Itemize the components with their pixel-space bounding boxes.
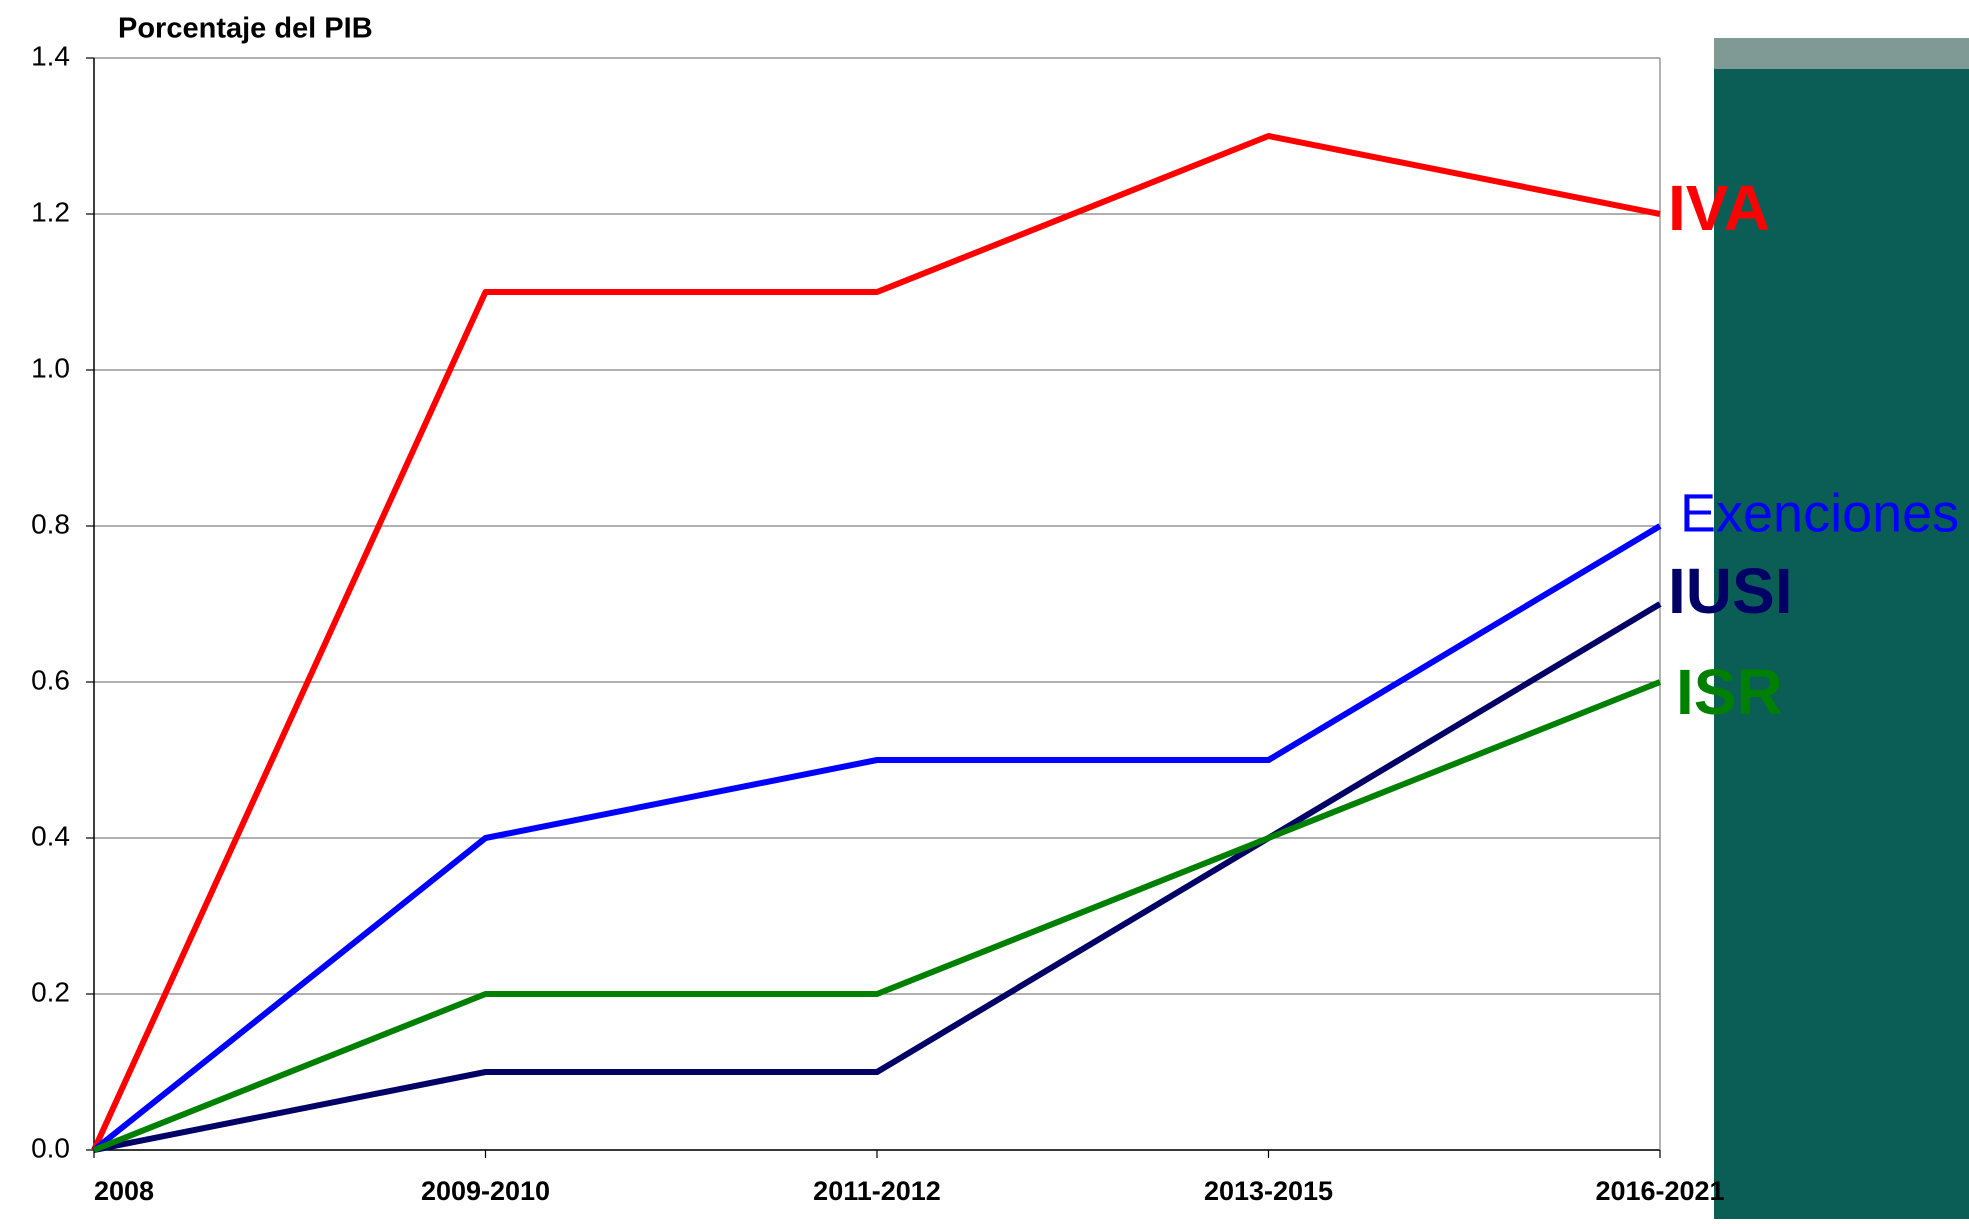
x-tick-label: 2011-2012 [813, 1176, 941, 1206]
y-tick-label: 0.6 [31, 664, 70, 695]
x-tick-label: 2016-2021 [1595, 1176, 1724, 1206]
series-line [92, 679, 1662, 1153]
x-tick-label: 2009-2010 [421, 1176, 550, 1206]
x-tick-label: 2013-2015 [1204, 1176, 1333, 1206]
series-label: Exenciones [1680, 483, 1959, 543]
side-panel-strip [1714, 38, 1969, 69]
y-tick-label: 1.0 [31, 352, 70, 383]
chart-title: Porcentaje del PIB [118, 13, 373, 45]
series-line [93, 601, 1662, 1153]
side-panel [1714, 38, 1969, 1219]
y-tick-label: 0.0 [31, 1132, 70, 1163]
series-label: IVA [1668, 172, 1770, 244]
y-tick-label: 0.4 [31, 820, 70, 851]
y-tick-label: 1.2 [31, 196, 70, 227]
series-label: IUSI [1668, 555, 1792, 627]
y-tick-label: 0.2 [31, 976, 70, 1007]
y-tick-label: 1.4 [31, 40, 70, 71]
y-tick-label: 0.8 [31, 508, 70, 539]
series-line [91, 133, 1661, 1152]
series-label: ISR [1676, 656, 1783, 728]
series-line [92, 523, 1662, 1153]
x-tick-label: 2008 [94, 1176, 154, 1206]
